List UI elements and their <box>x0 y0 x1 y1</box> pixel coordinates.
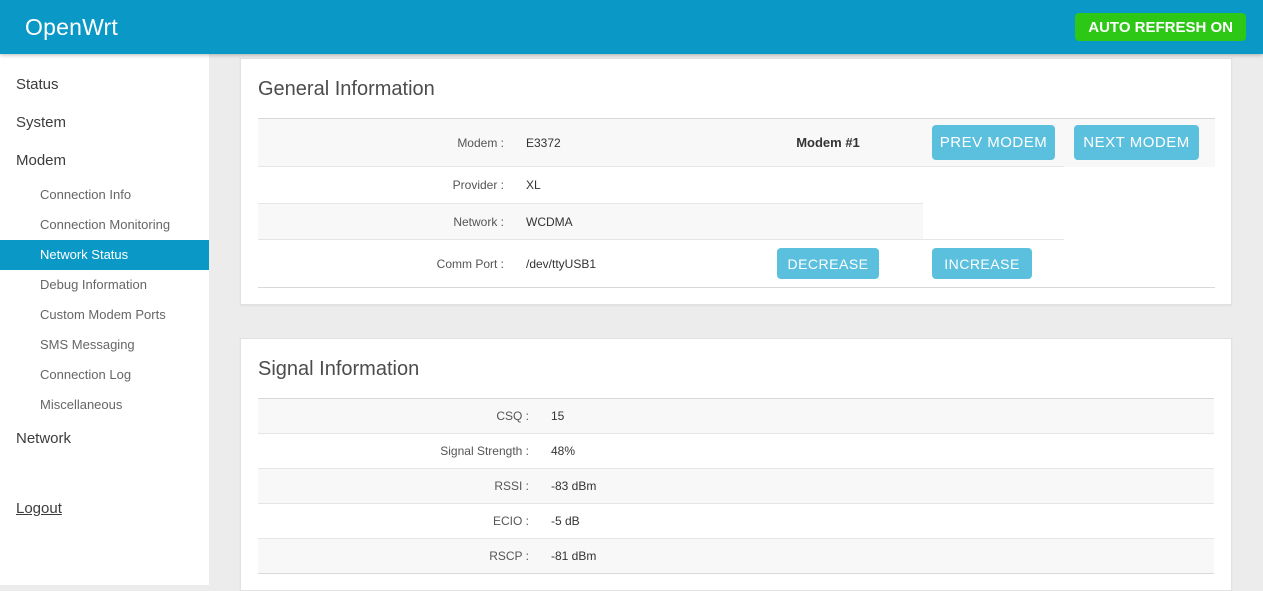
sidebar-item-debug-information[interactable]: Debug Information <box>0 270 209 300</box>
header-bar: OpenWrt AUTO REFRESH ON <box>0 0 1263 54</box>
auto-refresh-button[interactable]: AUTO REFRESH ON <box>1075 13 1246 41</box>
sidebar-item-miscellaneous[interactable]: Miscellaneous <box>0 390 209 420</box>
signal-row-value: -81 dBm <box>541 539 1214 574</box>
table-row: Comm Port : /dev/ttyUSB1 DECREASE INCREA… <box>258 240 1215 288</box>
signal-row-label: RSSI : <box>258 469 541 504</box>
table-row: Provider : XL <box>258 167 1215 204</box>
network-label: Network : <box>258 204 516 240</box>
signal-row-label: RSCP : <box>258 539 541 574</box>
sidebar-item-custom-modem-ports[interactable]: Custom Modem Ports <box>0 300 209 330</box>
signal-row-label: ECIO : <box>258 504 541 539</box>
app-title: OpenWrt <box>0 0 1263 54</box>
provider-label: Provider : <box>258 167 516 204</box>
prev-modem-button[interactable]: PREV MODEM <box>932 125 1055 160</box>
comm-port-value: /dev/ttyUSB1 <box>516 240 733 288</box>
decrease-button[interactable]: DECREASE <box>777 248 879 279</box>
signal-information-table: CSQ : 15 Signal Strength : 48% RSSI : -8… <box>258 398 1214 574</box>
signal-row-value: -5 dB <box>541 504 1214 539</box>
table-row: Network : WCDMA <box>258 204 1215 240</box>
sidebar-item-network[interactable]: Network <box>0 420 209 458</box>
table-row: Signal Strength : 48% <box>258 434 1214 469</box>
table-row: RSCP : -81 dBm <box>258 539 1214 574</box>
sidebar-item-connection-log[interactable]: Connection Log <box>0 360 209 390</box>
sidebar-item-network-status[interactable]: Network Status <box>0 240 209 270</box>
sidebar-item-modem[interactable]: Modem <box>0 142 209 180</box>
sidebar-item-sms-messaging[interactable]: SMS Messaging <box>0 330 209 360</box>
modem-number: Modem #1 <box>733 119 923 167</box>
table-row: Modem : E3372 Modem #1 PREV MODEM NEXT M… <box>258 119 1215 167</box>
sidebar-item-system[interactable]: System <box>0 104 209 142</box>
signal-row-value: 48% <box>541 434 1214 469</box>
signal-information-card: Signal Information CSQ : 15 Signal Stren… <box>240 338 1232 591</box>
next-modem-button[interactable]: NEXT MODEM <box>1074 125 1199 160</box>
main-content: General Information Modem : E3372 Modem … <box>209 54 1263 585</box>
signal-information-title: Signal Information <box>258 358 1214 381</box>
increase-button[interactable]: INCREASE <box>932 248 1032 279</box>
sidebar-item-connection-info[interactable]: Connection Info <box>0 180 209 210</box>
general-information-card: General Information Modem : E3372 Modem … <box>240 58 1232 305</box>
signal-row-label: CSQ : <box>258 399 541 434</box>
signal-row-value: 15 <box>541 399 1214 434</box>
modem-label: Modem : <box>258 119 516 167</box>
provider-value: XL <box>516 167 733 204</box>
general-information-table: Modem : E3372 Modem #1 PREV MODEM NEXT M… <box>258 118 1215 288</box>
sidebar-item-connection-monitoring[interactable]: Connection Monitoring <box>0 210 209 240</box>
sidebar-item-status[interactable]: Status <box>0 66 209 104</box>
logout-link[interactable]: Logout <box>16 500 62 517</box>
table-row: ECIO : -5 dB <box>258 504 1214 539</box>
table-row: CSQ : 15 <box>258 399 1214 434</box>
general-information-title: General Information <box>258 78 1214 101</box>
modem-value: E3372 <box>516 119 733 167</box>
network-value: WCDMA <box>516 204 733 240</box>
comm-port-label: Comm Port : <box>258 240 516 288</box>
signal-row-value: -83 dBm <box>541 469 1214 504</box>
table-row: RSSI : -83 dBm <box>258 469 1214 504</box>
signal-row-label: Signal Strength : <box>258 434 541 469</box>
